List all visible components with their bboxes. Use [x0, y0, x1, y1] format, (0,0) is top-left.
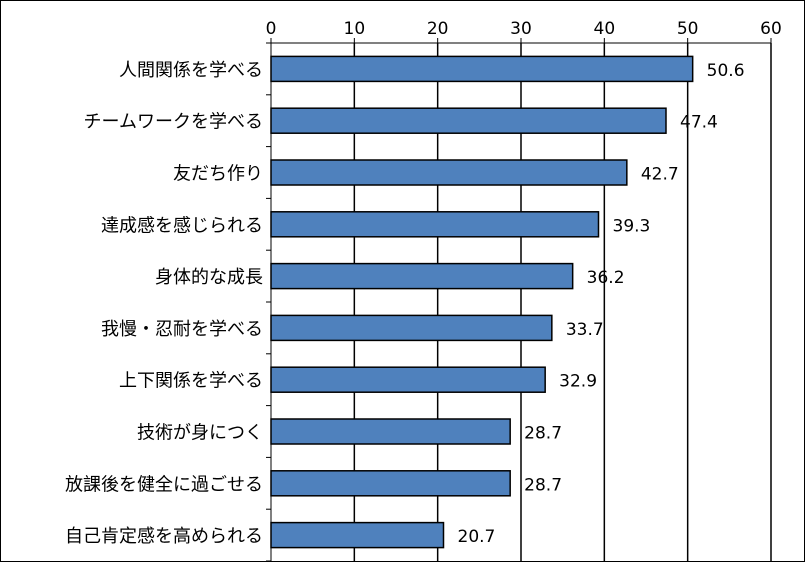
category-label: 上下関係を学べる: [119, 371, 263, 392]
axes: [266, 38, 772, 561]
category-label: 放課後を健全に過ごせる: [65, 474, 263, 495]
data-labels: 50.6 47.4 42.7 39.3 36.2 33.7 32.9 28.7 28.7 20.7: [458, 61, 745, 547]
data-label: 50.6: [707, 61, 745, 81]
bar: [270, 470, 511, 497]
data-label: 39.3: [613, 216, 651, 236]
data-label: 36.2: [587, 268, 625, 288]
category-label: 技術が身につく: [137, 423, 263, 444]
bars: [270, 55, 694, 549]
data-label: 28.7: [524, 475, 562, 495]
bar: [270, 211, 600, 238]
data-label: 33.7: [566, 320, 604, 340]
tick-label: 30: [510, 19, 532, 39]
data-label: 28.7: [524, 424, 562, 444]
bar: [270, 314, 553, 342]
category-label: 友だち作り: [173, 164, 263, 185]
bar: [270, 418, 511, 445]
tick-label: 50: [677, 19, 699, 39]
tick-labels: 0 10 20 30 40 50 60: [266, 19, 782, 39]
bar: [270, 521, 445, 549]
bar: [270, 159, 628, 186]
data-label: 42.7: [641, 165, 679, 185]
tick-label: 0: [266, 19, 277, 39]
category-labels: 人間関係を学べるチームワークを学べる友だち作り達成感を感じられる身体的な成長我慢…: [65, 60, 263, 547]
tick-label: 60: [760, 19, 782, 39]
category-label: 身体的な成長: [155, 267, 263, 288]
bar: [270, 366, 546, 393]
data-label: 20.7: [458, 527, 496, 547]
bar: [270, 107, 667, 134]
tick-label: 20: [427, 19, 449, 39]
data-label: 32.9: [559, 372, 597, 392]
bar: [270, 55, 694, 83]
category-label: チームワークを学べる: [84, 112, 263, 133]
bar: [270, 262, 574, 290]
data-label: 47.4: [680, 113, 718, 133]
category-label: 我慢・忍耐を学べる: [101, 319, 263, 340]
tick-label: 10: [344, 19, 366, 39]
category-label: 人間関係を学べる: [119, 60, 263, 81]
tick-label: 40: [594, 19, 616, 39]
category-label: 自己肯定感を高められる: [65, 526, 263, 547]
category-label: 達成感を感じられる: [101, 215, 263, 236]
